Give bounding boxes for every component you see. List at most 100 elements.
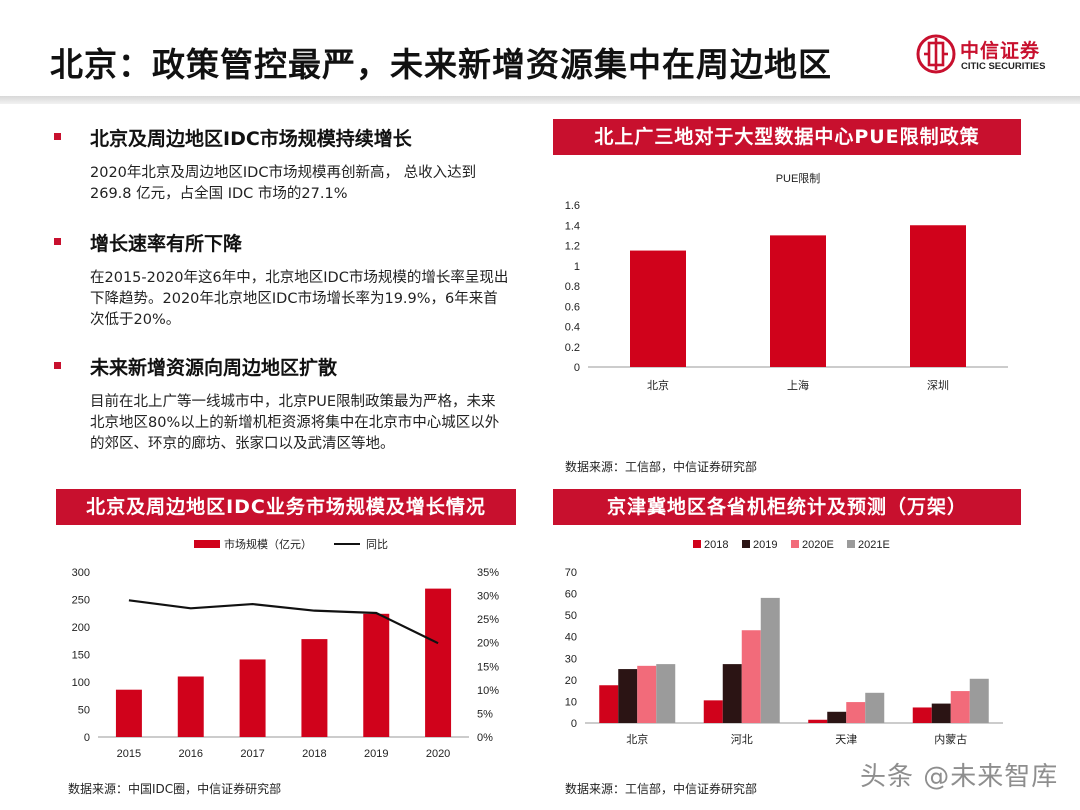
logo-chinese-text: 中信证券 [960,40,1041,62]
idc-source: 数据来源：中国IDC圈，中信证券研究部 [68,782,282,796]
header-divider [0,96,1080,104]
x-tick-label: 北京 [626,732,648,746]
citic-logo: 中信证券 CITIC SECURITIES [916,34,1066,78]
bullet-2-title: 增长速率有所下降 [90,233,243,255]
x-tick-label: 2020 [426,748,450,760]
bullet-3-text: 目前在北上广等一线城市中，北京PUE限制政策最为严格，未来北京地区80%以上的新… [90,394,500,452]
bar [760,597,780,723]
slide-header: 北京：政策管控最严，未来新增资源集中在周边地区 中信证券 CITIC SECUR… [0,0,1080,104]
y2-tick-label: 5% [477,708,493,720]
y-tick-label: 70 [565,567,577,579]
legend-swatch [791,540,799,548]
legend-label: 2020E [802,539,834,551]
y-tick-label: 50 [565,610,577,622]
bar [425,588,452,737]
legend-swatch [847,540,855,548]
bar [969,678,989,723]
legend-label: 2018 [704,539,728,551]
idc-chart: 市场规模（亿元） 同比 0 50 100 150 200 250 300 0% 5% 10% 15% 20… [72,537,500,760]
y-tick-label: 10 [565,696,577,708]
bar [741,630,761,723]
legend-label: 2019 [753,539,777,551]
x-tick-label: 河北 [731,733,753,746]
bullet-1-title: 北京及周边地区IDC市场规模持续增长 [90,128,412,150]
bar [722,664,742,723]
bar [827,711,847,723]
y2-tick-label: 0% [477,732,493,744]
bullet-3-title: 未来新增资源向周边地区扩散 [90,357,338,379]
pue-chart: PUE限制 0 0.2 0.4 0.6 0.8 1 1.2 1.4 1.6 北京 上海 深圳 [565,172,1008,392]
x-tick-label: 2017 [240,748,264,760]
legend-label: 同比 [366,538,388,551]
y-tick-label: 1 [574,261,580,273]
y-tick-label: 1.2 [565,241,580,253]
y-tick-label: 30 [565,653,577,665]
bullet-square-icon [54,238,61,245]
bar [115,689,142,737]
y2-tick-label: 10% [477,685,499,697]
y-tick-label: 60 [565,589,577,601]
bar [618,669,638,723]
y-tick-label: 0.6 [565,301,580,313]
y2-tick-label: 20% [477,638,499,650]
bar [865,692,885,723]
y2-tick-label: 35% [477,567,499,579]
y-tick-label: 0 [574,362,580,374]
x-tick-label: 内蒙古 [934,732,967,746]
pue-panel-title: 北上广三地对于大型数据中心PUE限制政策 [553,119,1021,155]
y-tick-label: 250 [72,595,90,607]
y-tick-label: 20 [565,675,577,687]
y2-tick-label: 25% [477,614,499,626]
y-tick-label: 200 [72,622,90,634]
y-tick-label: 0.8 [565,281,580,293]
x-tick-label: 天津 [835,733,857,746]
legend-label: 市场规模（亿元） [224,537,312,551]
watermark: 头条 @未来智库 [860,762,1059,792]
legend-label: 2021E [858,539,890,551]
legend-swatch [693,540,701,548]
bar [770,235,826,367]
y-tick-label: 0.2 [565,342,580,354]
bar [912,707,932,723]
bar [910,225,966,367]
x-tick-label: 2019 [364,748,388,760]
y-tick-label: 50 [78,705,90,717]
bar [703,700,723,723]
bar [239,659,266,737]
legend-swatch [742,540,750,548]
bullet-square-icon [54,362,61,369]
x-tick-label: 深圳 [927,379,949,392]
y2-tick-label: 15% [477,661,499,673]
legend-swatch [194,540,220,548]
growth-line [128,599,439,645]
bar [931,703,951,723]
y-tick-label: 0 [571,718,577,730]
x-tick-label: 2018 [302,748,326,760]
y-tick-label: 40 [565,632,577,644]
y-tick-label: 0 [84,732,90,744]
logo-english-text: CITIC SECURITIES [961,61,1046,72]
y-tick-label: 1.6 [565,200,580,212]
bar [599,685,619,723]
cabinet-chart: 2018 2019 2020E 2021E 0 10 20 30 40 50 60 70 北京 河北 天津 内… [565,539,1003,746]
chart-title: PUE限制 [776,172,821,185]
bullet-square-icon [54,133,61,140]
bar [630,250,686,367]
citic-logo-icon [916,34,956,74]
bar [808,719,828,723]
pue-source: 数据来源：工信部，中信证券研究部 [565,460,758,474]
y2-tick-label: 30% [477,591,499,603]
x-tick-label: 2016 [179,748,203,760]
bar [656,664,676,723]
bullet-2-text: 在2015-2020年这6年中，北京地区IDC市场规模的增长率呈现出下降趋势。2… [90,270,509,328]
y-tick-label: 100 [72,677,90,689]
bar [950,691,970,723]
bullet-1-text: 2020年北京及周边地区IDC市场规模再创新高， 总收入达到269.8 亿元，占… [90,165,477,202]
y-tick-label: 0.4 [565,322,580,334]
page-title: 北京：政策管控最严，未来新增资源集中在周边地区 [50,45,832,84]
bar [363,613,390,737]
x-tick-label: 上海 [787,378,809,392]
cabinet-source: 数据来源：工信部，中信证券研究部 [565,782,758,796]
x-tick-label: 2015 [117,748,141,760]
bar [301,639,328,737]
